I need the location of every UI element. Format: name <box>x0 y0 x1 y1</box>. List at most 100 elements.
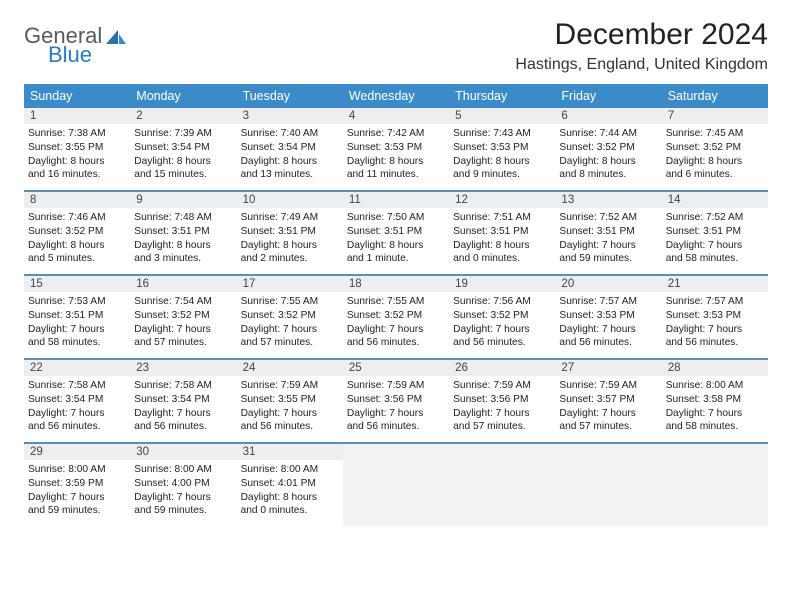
day-number: 17 <box>243 278 337 290</box>
day-d1: Daylight: 8 hours <box>241 155 339 169</box>
dow-friday: Friday <box>555 84 661 108</box>
day-d1: Daylight: 7 hours <box>241 323 339 337</box>
weeks-container: 1Sunrise: 7:38 AMSunset: 3:55 PMDaylight… <box>24 108 768 526</box>
dow-sunday: Sunday <box>24 84 130 108</box>
day-ss: Sunset: 3:55 PM <box>28 141 126 155</box>
day-sr: Sunrise: 7:39 AM <box>134 127 232 141</box>
day-ss: Sunset: 4:01 PM <box>241 477 339 491</box>
day-sr: Sunrise: 8:00 AM <box>666 379 764 393</box>
day-ss: Sunset: 3:53 PM <box>347 141 445 155</box>
day-number-bar: 8 <box>24 192 130 208</box>
day-ss: Sunset: 3:51 PM <box>666 225 764 239</box>
day-sr: Sunrise: 7:57 AM <box>559 295 657 309</box>
day-d2: and 2 minutes. <box>241 252 339 266</box>
day-ss: Sunset: 3:56 PM <box>453 393 551 407</box>
day-d2: and 15 minutes. <box>134 168 232 182</box>
day-number-bar: 7 <box>662 108 768 124</box>
day-number-bar: 1 <box>24 108 130 124</box>
day-sr: Sunrise: 7:59 AM <box>347 379 445 393</box>
day-d1: Daylight: 7 hours <box>134 491 232 505</box>
day-number: 24 <box>243 362 337 374</box>
day-d1: Daylight: 8 hours <box>134 155 232 169</box>
day-d2: and 59 minutes. <box>134 504 232 518</box>
calendar-day: 30 Sunrise: 8:00 AMSunset: 4:00 PMDayligh… <box>130 444 236 526</box>
day-number: 15 <box>30 278 124 290</box>
day-sr: Sunrise: 7:42 AM <box>347 127 445 141</box>
calendar-day: 7Sunrise: 7:45 AMSunset: 3:52 PMDaylight… <box>662 108 768 190</box>
header: General Blue December 2024 Hastings, Eng… <box>24 18 768 74</box>
day-d1: Daylight: 7 hours <box>559 407 657 421</box>
day-ss: Sunset: 3:52 PM <box>666 141 764 155</box>
calendar-day: 8Sunrise: 7:46 AMSunset: 3:52 PMDaylight… <box>24 192 130 274</box>
day-d1: Daylight: 7 hours <box>453 407 551 421</box>
day-number: 4 <box>349 110 443 122</box>
day-number-bar: 22 <box>24 360 130 376</box>
day-number-bar: 4 <box>343 108 449 124</box>
day-sr: Sunrise: 7:40 AM <box>241 127 339 141</box>
day-d1: Daylight: 8 hours <box>453 239 551 253</box>
day-d1: Daylight: 7 hours <box>666 323 764 337</box>
day-d1: Daylight: 7 hours <box>666 407 764 421</box>
day-number: 29 <box>30 446 124 458</box>
dow-saturday: Saturday <box>662 84 768 108</box>
day-d1: Daylight: 7 hours <box>134 323 232 337</box>
day-d2: and 58 minutes. <box>666 420 764 434</box>
day-ss: Sunset: 3:52 PM <box>559 141 657 155</box>
day-sr: Sunrise: 7:53 AM <box>28 295 126 309</box>
day-sr: Sunrise: 7:58 AM <box>134 379 232 393</box>
day-d2: and 5 minutes. <box>28 252 126 266</box>
calendar-day: 16Sunrise: 7:54 AMSunset: 3:52 PMDayligh… <box>130 276 236 358</box>
day-d2: and 13 minutes. <box>241 168 339 182</box>
calendar-day: 29Sunrise: 8:00 AMSunset: 3:59 PMDayligh… <box>24 444 130 526</box>
day-ss: Sunset: 3:51 PM <box>28 309 126 323</box>
day-number-bar: 25 <box>343 360 449 376</box>
day-d1: Daylight: 7 hours <box>347 323 445 337</box>
calendar-day: 23Sunrise: 7:58 AMSunset: 3:54 PMDayligh… <box>130 360 236 442</box>
day-d1: Daylight: 7 hours <box>28 491 126 505</box>
day-number: 8 <box>30 194 124 206</box>
day-d1: Daylight: 7 hours <box>347 407 445 421</box>
day-ss: Sunset: 3:57 PM <box>559 393 657 407</box>
calendar-day: 6Sunrise: 7:44 AMSunset: 3:52 PMDaylight… <box>555 108 661 190</box>
day-number: 14 <box>668 194 762 206</box>
day-ss: Sunset: 3:52 PM <box>453 309 551 323</box>
day-number: 26 <box>455 362 549 374</box>
day-sr: Sunrise: 7:59 AM <box>559 379 657 393</box>
calendar-day: 25Sunrise: 7:59 AMSunset: 3:56 PMDayligh… <box>343 360 449 442</box>
day-number-bar: 21 <box>662 276 768 292</box>
day-d2: and 3 minutes. <box>134 252 232 266</box>
day-d2: and 56 minutes. <box>347 420 445 434</box>
day-number: 30 <box>136 446 230 458</box>
day-ss: Sunset: 3:51 PM <box>347 225 445 239</box>
dow-thursday: Thursday <box>449 84 555 108</box>
day-number-bar: 19 <box>449 276 555 292</box>
day-ss: Sunset: 4:00 PM <box>134 477 232 491</box>
calendar-day: 15Sunrise: 7:53 AMSunset: 3:51 PMDayligh… <box>24 276 130 358</box>
calendar-week: 1Sunrise: 7:38 AMSunset: 3:55 PMDaylight… <box>24 108 768 192</box>
day-ss: Sunset: 3:58 PM <box>666 393 764 407</box>
day-sr: Sunrise: 7:45 AM <box>666 127 764 141</box>
day-sr: Sunrise: 7:58 AM <box>28 379 126 393</box>
calendar-day-empty <box>449 444 555 526</box>
day-number-bar: 10 <box>237 192 343 208</box>
day-d2: and 56 minutes. <box>347 336 445 350</box>
day-number: 5 <box>455 110 549 122</box>
day-d2: and 56 minutes. <box>28 420 126 434</box>
day-sr: Sunrise: 8:00 AM <box>134 463 232 477</box>
day-sr: Sunrise: 7:52 AM <box>666 211 764 225</box>
day-number-bar: 3 <box>237 108 343 124</box>
day-number-bar: 15 <box>24 276 130 292</box>
day-number-bar: 29 <box>24 444 130 460</box>
calendar-day: 26Sunrise: 7:59 AMSunset: 3:56 PMDayligh… <box>449 360 555 442</box>
day-number: 20 <box>561 278 655 290</box>
calendar-day-empty <box>343 444 449 526</box>
calendar-day: 13Sunrise: 7:52 AMSunset: 3:51 PMDayligh… <box>555 192 661 274</box>
day-number: 10 <box>243 194 337 206</box>
day-number-bar: 13 <box>555 192 661 208</box>
dow-tuesday: Tuesday <box>237 84 343 108</box>
day-ss: Sunset: 3:52 PM <box>241 309 339 323</box>
day-sr: Sunrise: 7:51 AM <box>453 211 551 225</box>
calendar-day: 27Sunrise: 7:59 AMSunset: 3:57 PMDayligh… <box>555 360 661 442</box>
day-d2: and 16 minutes. <box>28 168 126 182</box>
day-d2: and 58 minutes. <box>666 252 764 266</box>
